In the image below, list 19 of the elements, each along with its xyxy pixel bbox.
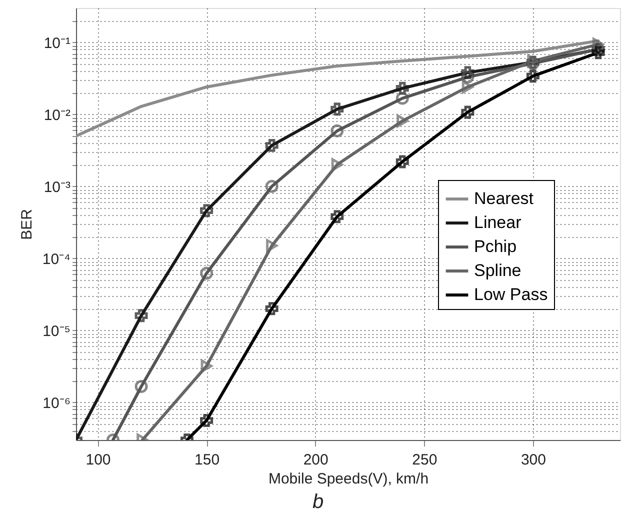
x-tick-label: 150 (194, 452, 220, 468)
x-axis-title: Mobile Speeds(V), km/h (268, 470, 429, 488)
legend-label: Low Pass (474, 285, 548, 304)
y-tick-label: 10⁻¹ (44, 34, 70, 52)
legend-label: Spline (474, 261, 522, 280)
x-tick-label: 300 (520, 452, 546, 468)
y-tick-label: 10⁻³ (44, 178, 70, 196)
text: b (312, 491, 324, 513)
x-tick-label: 200 (303, 452, 328, 468)
legend-label: Linear (474, 213, 522, 232)
y-tick-label: 10⁻² (44, 106, 70, 124)
x-tick-label: 100 (86, 452, 111, 468)
y-axis-title: BER (18, 208, 36, 240)
y-tick-label: 10⁻⁵ (42, 322, 70, 340)
x-tick-label: 250 (412, 452, 438, 468)
legend-label: Pchip (474, 237, 517, 256)
y-tick-label: 10⁻⁴ (42, 250, 70, 268)
legend-label: Nearest (474, 189, 534, 208)
y-tick-label: 10⁻⁶ (42, 394, 70, 412)
